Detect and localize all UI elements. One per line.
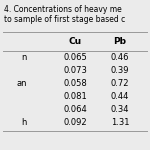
Text: 0.065: 0.065 [63, 52, 87, 62]
Text: 0.72: 0.72 [111, 79, 129, 88]
Text: an: an [16, 79, 27, 88]
Text: 0.34: 0.34 [111, 105, 129, 114]
Text: 0.073: 0.073 [63, 66, 87, 75]
Text: n: n [22, 52, 27, 62]
Text: 1.31: 1.31 [111, 118, 129, 127]
Text: 4. Concentrations of heavy me: 4. Concentrations of heavy me [4, 4, 122, 14]
Text: 0.39: 0.39 [111, 66, 129, 75]
Text: 0.058: 0.058 [63, 79, 87, 88]
Text: 0.064: 0.064 [63, 105, 87, 114]
Text: h: h [22, 118, 27, 127]
Text: 0.44: 0.44 [111, 92, 129, 101]
Text: 0.46: 0.46 [111, 52, 129, 62]
Text: 0.081: 0.081 [63, 92, 87, 101]
Text: to sample of first stage based c: to sample of first stage based c [4, 15, 126, 24]
Text: Cu: Cu [68, 38, 82, 46]
Text: 0.092: 0.092 [63, 118, 87, 127]
Text: Pb: Pb [114, 38, 126, 46]
